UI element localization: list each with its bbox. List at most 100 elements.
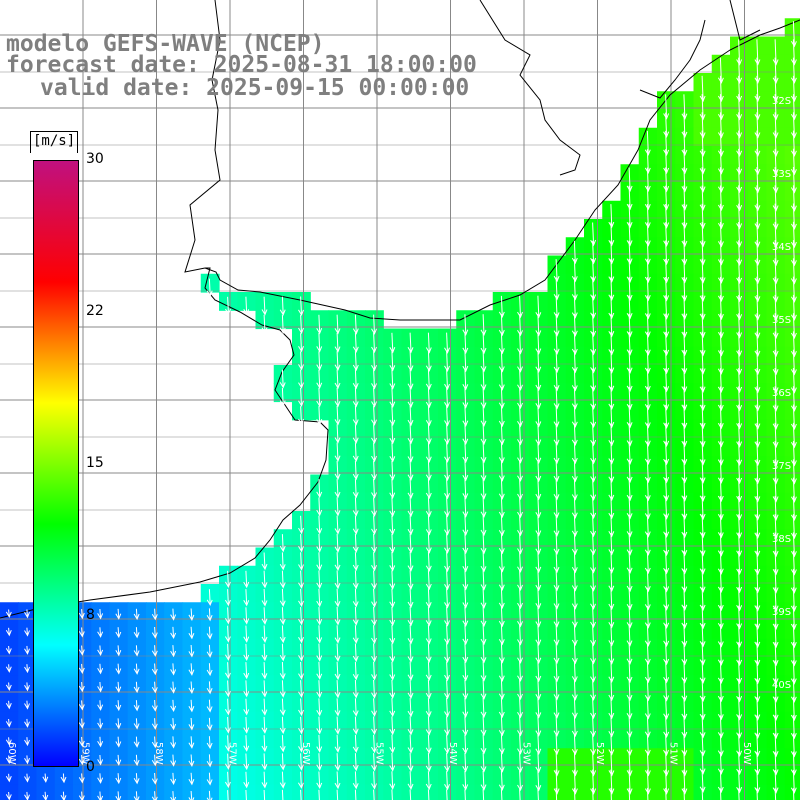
wind-arrow: [498, 533, 505, 555]
wind-arrow: [699, 148, 706, 175]
wind-cell: [328, 766, 348, 786]
longitude-label: 60W: [6, 742, 17, 765]
wind-cell: [511, 511, 530, 530]
wind-cell: [638, 219, 658, 238]
wind-cell: [492, 620, 512, 640]
wind-cell: [675, 730, 695, 749]
wind-cell: [401, 602, 421, 622]
wind-arrow: [681, 423, 688, 448]
wind-arrow: [206, 699, 213, 713]
wind-cell: [584, 620, 603, 640]
wind-arrow: [115, 663, 122, 675]
wind-arrow: [151, 681, 158, 694]
wind-cell: [529, 529, 549, 549]
wind-cell: [346, 638, 366, 658]
wind-arrow: [389, 734, 396, 754]
wind-arrow: [571, 697, 578, 719]
wind-arrow: [407, 606, 414, 627]
wind-arrow: [133, 754, 140, 767]
wind-arrow: [754, 404, 761, 430]
wind-cell: [237, 730, 257, 749]
wind-cell: [693, 711, 713, 731]
wind-arrow: [407, 551, 414, 572]
wind-cell: [547, 492, 567, 512]
wind-cell: [602, 529, 622, 549]
wind-arrow: [517, 478, 523, 501]
wind-cell: [109, 766, 129, 786]
wind-arrow: [681, 642, 688, 666]
wind-arrow: [352, 479, 359, 499]
wind-cell: [784, 584, 800, 603]
wind-arrow: [553, 478, 560, 501]
wind-cell: [419, 419, 439, 439]
wind-cell: [365, 711, 384, 731]
wind-cell: [565, 456, 585, 476]
wind-arrow: [736, 660, 743, 685]
wind-cell: [711, 602, 731, 622]
wind-cell: [419, 784, 439, 800]
wind-cell: [693, 292, 713, 311]
wind-arrow: [681, 222, 688, 248]
wind-cell: [438, 492, 457, 512]
wind-cell: [273, 310, 293, 330]
wind-cell: [748, 748, 768, 768]
wind-cell: [584, 638, 603, 658]
wind-cell: [602, 492, 622, 512]
wind-cell: [547, 657, 567, 676]
wind-arrow: [316, 570, 323, 590]
wind-arrow: [170, 736, 177, 749]
wind-arrow: [24, 627, 30, 637]
wind-arrow: [78, 663, 85, 675]
wind-arrow: [535, 460, 542, 483]
wind-arrow: [316, 479, 323, 499]
wind-cell: [310, 346, 330, 366]
wind-cell: [620, 255, 640, 275]
latitude-label: 40S: [772, 680, 791, 691]
wind-arrow: [736, 75, 743, 103]
wind-arrow: [717, 404, 724, 430]
wind-arrow: [717, 112, 724, 139]
wind-arrow: [681, 769, 688, 795]
wind-cell: [419, 711, 439, 731]
wind-arrow: [663, 496, 670, 520]
wind-arrow: [480, 405, 487, 427]
wind-cell: [675, 401, 695, 421]
wind-cell: [547, 310, 567, 330]
wind-cell: [565, 328, 585, 348]
wind-cell: [456, 602, 476, 622]
wind-arrow: [133, 663, 140, 675]
wind-arrow: [115, 608, 122, 620]
wind-arrow: [681, 386, 688, 411]
wind-arrow: [590, 660, 596, 683]
wind-arrow: [517, 624, 523, 646]
wind-arrow: [371, 588, 377, 608]
wind-arrow: [608, 240, 615, 265]
wind-arrow: [754, 221, 761, 248]
wind-arrow: [498, 551, 505, 573]
wind-cell: [511, 328, 530, 348]
wind-cell: [383, 602, 403, 622]
wind-arrow: [663, 624, 670, 648]
wind-arrow: [334, 479, 341, 499]
wind-arrow: [444, 533, 450, 554]
wind-arrow: [626, 478, 633, 502]
wind-cell: [565, 401, 585, 421]
wind-arrow: [608, 532, 615, 556]
wind-cell: [164, 693, 184, 713]
wind-arrow: [571, 332, 578, 356]
wind-arrow: [480, 679, 487, 700]
wind-arrow: [352, 698, 359, 717]
wind-cell: [310, 365, 330, 384]
wind-arrow: [97, 663, 104, 675]
wind-cell: [219, 675, 238, 695]
wind-arrow: [389, 551, 396, 572]
wind-arrow: [224, 716, 231, 734]
wind-arrow: [754, 532, 761, 558]
wind-arrow: [663, 276, 670, 302]
wind-arrow: [590, 277, 597, 301]
wind-cell: [584, 511, 603, 530]
wind-cell: [620, 620, 640, 640]
wind-cell: [292, 511, 311, 530]
wind-arrow: [717, 57, 724, 84]
wind-cell: [492, 584, 512, 603]
